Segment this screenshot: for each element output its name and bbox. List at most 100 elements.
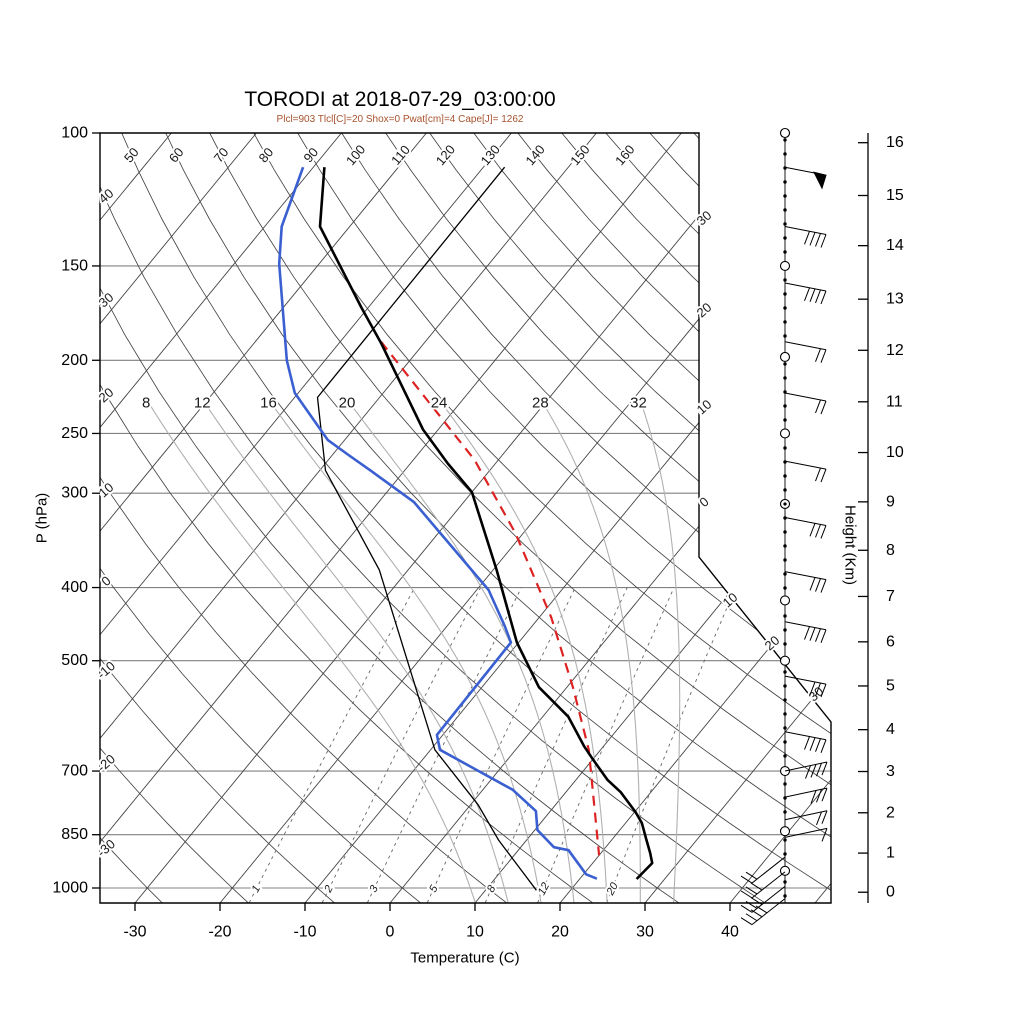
wind-level-dot [783,306,787,310]
svg-text:250: 250 [61,425,88,442]
svg-text:110: 110 [388,142,413,168]
svg-text:-30: -30 [94,836,118,860]
wind-level-dot [783,754,787,758]
wind-level-circle [779,260,791,271]
svg-text:60: 60 [166,145,187,166]
wind-barb [784,787,828,804]
svg-text:16: 16 [886,134,904,151]
parcel-curve [380,341,601,856]
svg-text:8: 8 [142,394,150,411]
svg-text:24: 24 [431,394,448,411]
wind-level-dot [783,880,787,884]
svg-text:5: 5 [886,677,895,694]
background-line-labels: 50 60 70 80 90 100 110 120 130 140 150 160403020100… [92,140,828,900]
temperature-curve [318,167,654,880]
wind-level-dot [783,572,787,576]
svg-text:3: 3 [886,763,895,780]
wind-level-dot [783,292,787,296]
wind-barb [784,166,827,190]
svg-text:20: 20 [762,633,783,654]
svg-text:90: 90 [300,145,321,166]
svg-text:120: 120 [433,142,458,168]
svg-text:400: 400 [61,579,88,596]
wind-barb-column [740,127,828,926]
svg-text:7: 7 [886,588,895,605]
svg-text:P (hPa): P (hPa) [34,493,51,544]
wind-barb [784,341,827,363]
svg-text:10: 10 [466,924,484,941]
svg-text:100: 100 [343,142,368,168]
wind-barb [784,460,827,483]
svg-text:4: 4 [886,721,895,738]
svg-text:-10: -10 [94,658,118,682]
svg-text:20: 20 [694,300,715,321]
wind-level-dot [783,544,787,548]
wind-level-circle [779,655,791,666]
wind-level-dot [783,446,787,450]
wind-level-dot [783,642,787,646]
svg-text:20: 20 [551,924,569,941]
wind-level-dot [783,418,787,422]
svg-text:32: 32 [630,394,647,411]
svg-text:700: 700 [61,763,88,780]
svg-text:28: 28 [532,394,549,411]
svg-text:9: 9 [886,493,895,510]
wind-level-dot [783,460,787,464]
svg-text:140: 140 [522,142,547,168]
auxiliary-profile-line [316,166,537,891]
wind-level-dot [783,166,787,170]
svg-text:80: 80 [256,145,277,166]
svg-text:130: 130 [478,142,503,168]
wind-barb [740,871,786,899]
svg-text:50: 50 [121,145,142,166]
wind-barb [784,516,827,539]
svg-text:10: 10 [694,397,715,418]
wind-level-dot [783,628,787,632]
wind-level-dot [783,474,787,478]
wind-level-dot [783,894,787,898]
wind-level-dot [783,194,787,198]
wind-level-dot [783,208,787,212]
wind-level-circle [779,428,791,439]
svg-text:Height (Km): Height (Km) [842,505,859,585]
svg-text:100: 100 [61,125,88,142]
svg-text:30: 30 [636,924,654,941]
wind-level-dot [783,320,787,324]
wind-level-dot [783,180,787,184]
svg-text:850: 850 [61,826,88,843]
sounding-indices-subtitle: Plcl=903 Tlcl[C]=20 Shox=0 Pwat[cm]=4 Ca… [276,114,524,125]
moist-adiabat-lines [148,402,681,903]
svg-text:-10: -10 [293,924,316,941]
wind-barb [784,810,828,826]
svg-text:70: 70 [211,145,232,166]
svg-text:16: 16 [260,394,277,411]
wind-barb [784,392,827,415]
wind-level-dot [783,362,787,366]
svg-text:200: 200 [61,352,88,369]
svg-text:-30: -30 [123,924,146,941]
wind-barb [784,282,827,305]
svg-text:20: 20 [339,394,356,411]
wind-level-dot [783,278,787,282]
wind-level-dot [783,684,787,688]
wind-barb [740,856,786,884]
svg-text:500: 500 [61,652,88,669]
wind-level-circle [779,595,791,606]
plot-border [99,132,832,904]
plot-area [100,133,831,903]
svg-text:1000: 1000 [52,880,88,897]
mixing-ratio-lines [248,587,737,903]
wind-barb [740,898,786,926]
wind-level-dot [783,376,787,380]
wind-barb [784,761,828,779]
wind-level-dot [783,712,787,716]
wind-level-dot [783,222,787,226]
wind-barb [784,827,828,842]
wind-level-dot [783,586,787,590]
svg-text:150: 150 [61,257,88,274]
svg-text:20: 20 [96,385,117,406]
svg-text:5: 5 [427,883,441,895]
svg-text:10: 10 [720,590,741,611]
